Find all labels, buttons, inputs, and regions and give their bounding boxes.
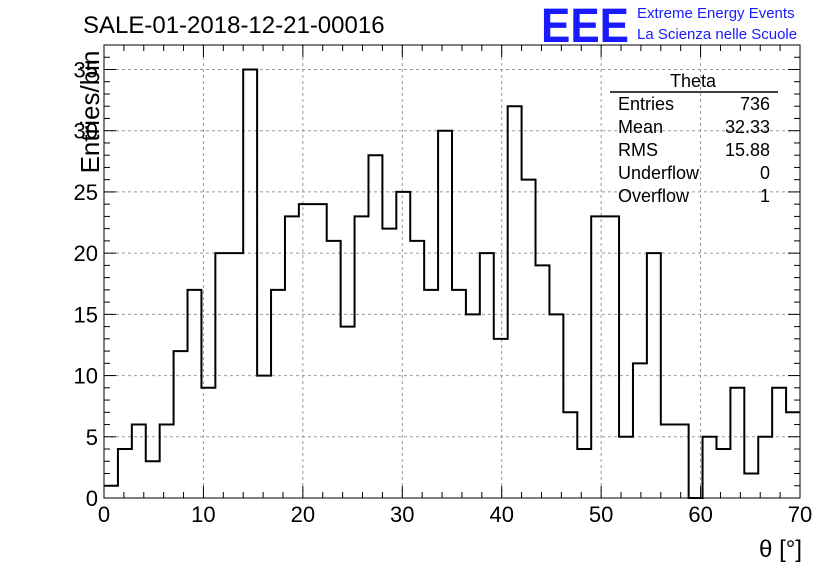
- logo-line-1: Extreme Energy Events: [637, 5, 795, 22]
- stats-row-value: 15.88: [725, 140, 770, 160]
- x-axis-ticks: 0 10 20 30 40 50 60 70: [98, 45, 812, 527]
- eee-logo: EEE: [541, 0, 629, 53]
- stats-row-label: Mean: [618, 117, 663, 137]
- y-tick-label: 5: [86, 425, 98, 450]
- y-tick-label: 10: [74, 364, 98, 389]
- stats-row-label: RMS: [618, 140, 658, 160]
- x-tick-label: 0: [98, 502, 110, 527]
- y-tick-label: 15: [74, 302, 98, 327]
- stats-row-label: Underflow: [618, 163, 700, 183]
- logo-line-2: La Scienza nelle Scuole: [637, 26, 797, 43]
- y-tick-label: 20: [74, 241, 98, 266]
- y-tick-label: 0: [86, 486, 98, 511]
- stats-row-value: 1: [760, 186, 770, 206]
- x-tick-label: 20: [291, 502, 315, 527]
- x-tick-label: 70: [788, 502, 812, 527]
- x-tick-label: 10: [191, 502, 215, 527]
- stats-row-label: Entries: [618, 94, 674, 114]
- stats-row-value: 32.33: [725, 117, 770, 137]
- x-tick-label: 30: [390, 502, 414, 527]
- y-tick-label: 30: [74, 119, 98, 144]
- stats-row-label: Overflow: [618, 186, 690, 206]
- x-axis-label: θ [°]: [759, 536, 802, 563]
- chart-title: SALE-01-2018-12-21-00016: [83, 12, 385, 39]
- stats-row-value: 736: [740, 94, 770, 114]
- x-tick-label: 60: [688, 502, 712, 527]
- y-tick-label: 35: [74, 57, 98, 82]
- x-tick-label: 40: [489, 502, 513, 527]
- histogram-outline: [104, 68, 800, 499]
- stats-rows: Entries 736 Mean 32.33 RMS 15.88 Underflow 0 Ove…: [618, 94, 770, 206]
- stats-box: Theta Entries 736 Mean 32.33 RMS 15.88 Underfl…: [610, 71, 778, 206]
- y-tick-label: 25: [74, 180, 98, 205]
- stats-row-value: 0: [760, 163, 770, 183]
- y-axis-label: Entries/bin: [75, 51, 105, 174]
- plot-frame: [103, 44, 801, 499]
- stats-title: Theta: [670, 71, 717, 91]
- x-tick-label: 50: [589, 502, 613, 527]
